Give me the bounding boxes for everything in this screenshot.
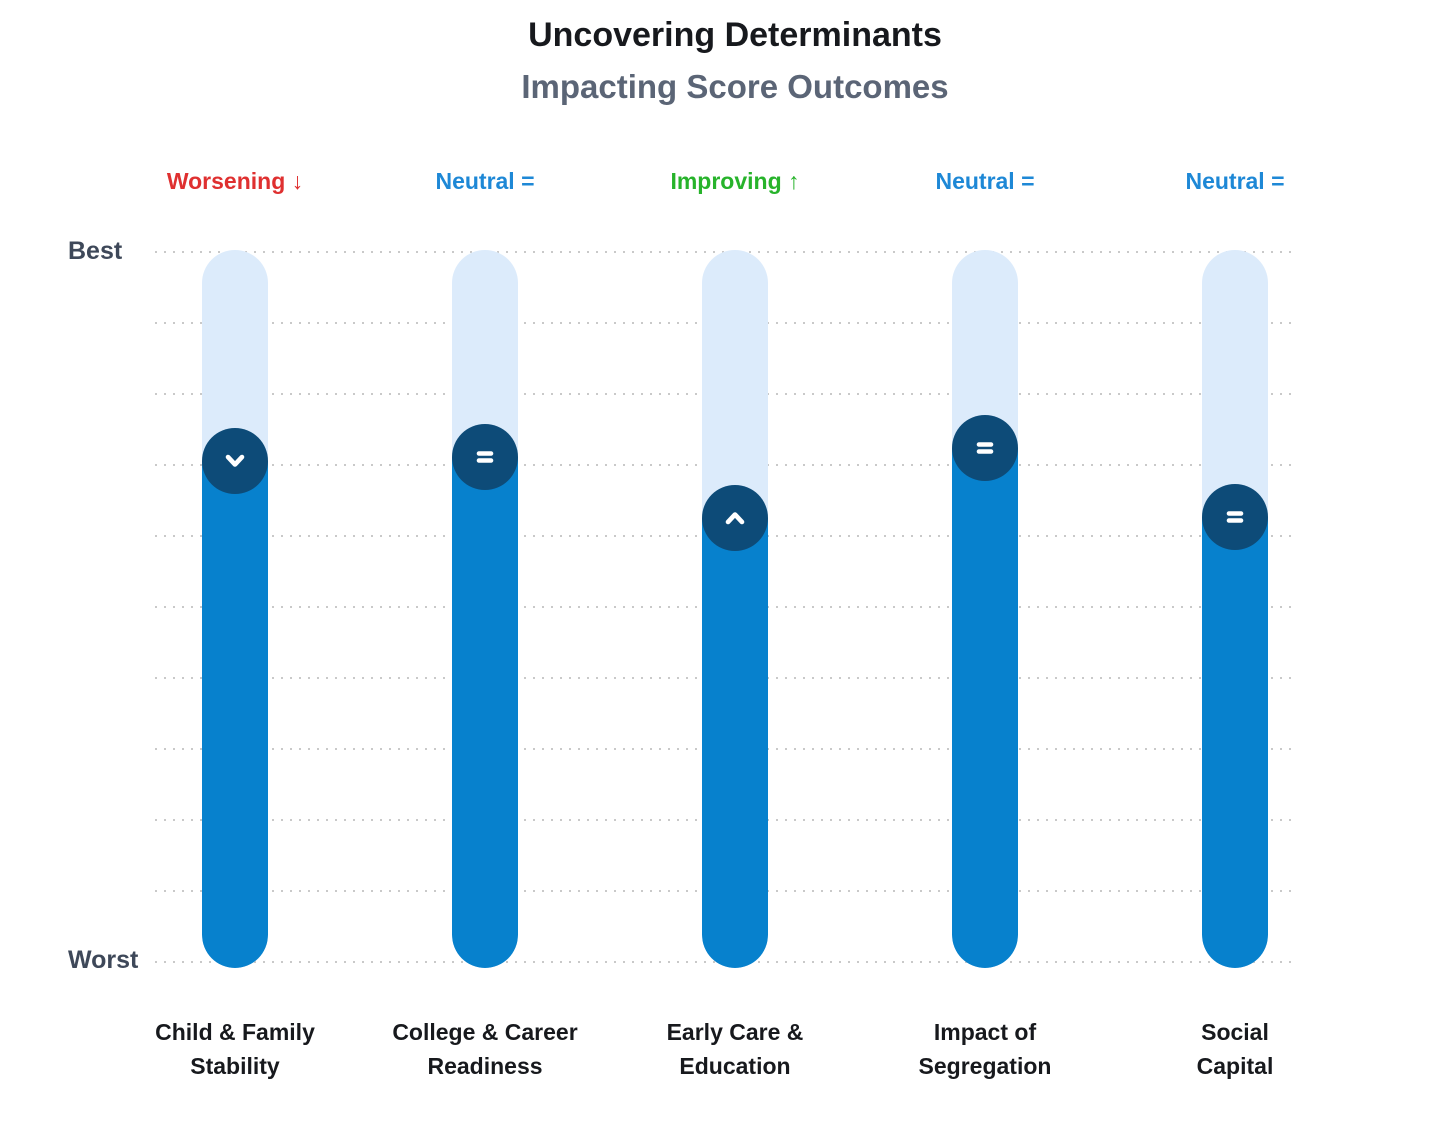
trend-label: Worsening ↓ <box>166 168 304 194</box>
category-label: College & Career Readiness <box>345 1015 625 1083</box>
category-label: Early Care & Education <box>595 1015 875 1083</box>
determinant-column-social-capital: Neutral = Social Capital <box>1110 0 1360 1142</box>
slider-fill <box>202 461 268 968</box>
chart-subtitle: Impacting Score Outcomes <box>521 68 949 105</box>
trend-label: Neutral = <box>1185 168 1285 194</box>
trend-label: Neutral = <box>435 168 535 194</box>
slider-indicator[interactable] <box>202 428 268 494</box>
slider-track <box>452 250 518 968</box>
category-label-line1: Early Care & <box>666 1019 804 1045</box>
category-label-line2: Stability <box>190 1053 280 1079</box>
category-label-line1: Impact of <box>933 1019 1037 1045</box>
slider-fill <box>452 457 518 968</box>
equals-icon <box>1226 511 1244 523</box>
slider-indicator[interactable] <box>702 485 768 551</box>
chevron-up-icon <box>725 512 745 525</box>
slider-indicator[interactable] <box>1202 484 1268 550</box>
chevron-down-icon <box>225 454 245 467</box>
category-label-line1: Social <box>1201 1019 1269 1045</box>
slider-track <box>702 250 768 968</box>
slider-track <box>202 250 268 968</box>
category-label-line2: Capital <box>1196 1053 1274 1079</box>
category-label-line2: Segregation <box>918 1053 1052 1079</box>
trend-label: Improving ↑ <box>670 168 800 194</box>
slider-fill <box>952 448 1018 968</box>
trend-label: Neutral = <box>935 168 1035 194</box>
slider-indicator[interactable] <box>952 415 1018 481</box>
equals-icon <box>976 442 994 454</box>
axis-label-worst: Worst <box>68 946 139 974</box>
category-label-line1: Child & Family <box>155 1019 315 1045</box>
category-label-line2: Readiness <box>427 1053 543 1079</box>
slider-indicator[interactable] <box>452 424 518 490</box>
slider-fill <box>1202 517 1268 968</box>
slider-track <box>952 250 1018 968</box>
category-label-line2: Education <box>679 1053 791 1079</box>
equals-icon <box>476 451 494 463</box>
determinant-column-early-care: Improving ↑ Early Care & Education <box>610 0 860 1142</box>
category-label: Social Capital <box>1095 1015 1375 1083</box>
slider-fill <box>702 518 768 968</box>
determinant-column-college-career: Neutral = College & Career Readiness <box>360 0 610 1142</box>
category-label-line1: College & Career <box>392 1019 578 1045</box>
chart-title: Uncovering Determinants <box>528 16 942 54</box>
axis-label-best: Best <box>68 237 123 265</box>
category-label: Impact of Segregation <box>845 1015 1125 1083</box>
slider-track <box>1202 250 1268 968</box>
determinant-column-segregation: Neutral = Impact of Segregation <box>860 0 1110 1142</box>
category-label: Child & Family Stability <box>95 1015 375 1083</box>
determinant-column-child-family: Worsening ↓ Child & Family Stability <box>110 0 360 1142</box>
